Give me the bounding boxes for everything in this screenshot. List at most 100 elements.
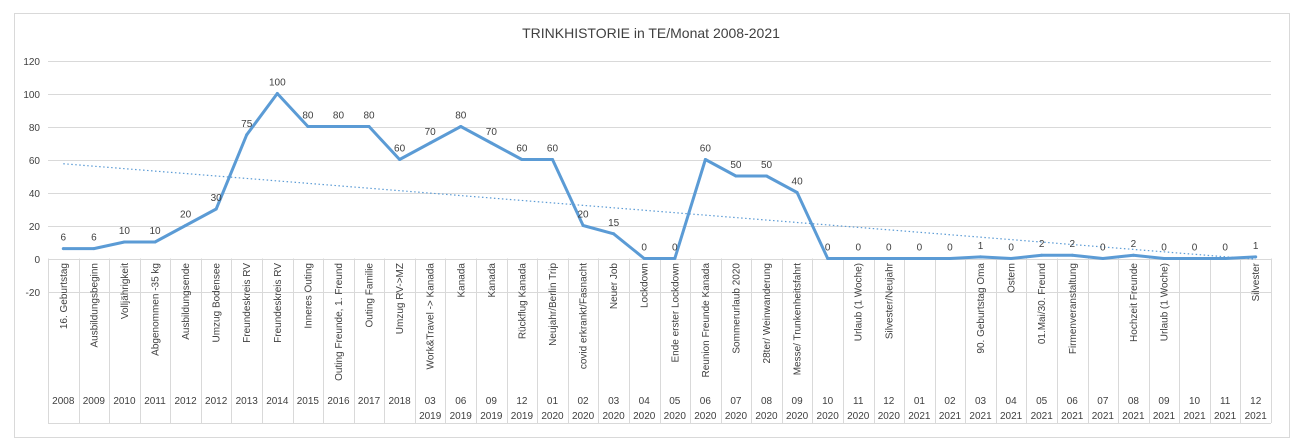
category-period: 12: [1250, 396, 1262, 407]
data-point: [1131, 253, 1135, 257]
category-period: 2016: [327, 396, 350, 407]
category-label: 01.Mai/30. Freund: [1037, 263, 1048, 344]
category-period: 06: [455, 396, 467, 407]
category-label: Messe/ Trunkenheitsfahrt: [793, 263, 804, 375]
category-label: Volljährigkeit: [120, 263, 131, 319]
category-period: 03: [608, 396, 620, 407]
category-period: 2019: [511, 411, 534, 422]
y-tick-label: 100: [23, 90, 40, 101]
category-period: 01: [547, 396, 559, 407]
category-label: 90. Geburtstag Oma: [976, 263, 987, 354]
category-period: 2020: [603, 411, 626, 422]
category-period: 2021: [1092, 411, 1115, 422]
data-label: 75: [241, 119, 253, 130]
data-point: [398, 158, 402, 161]
category-label: Ausbildungsbeginn: [89, 263, 100, 348]
category-period: 02: [944, 396, 956, 407]
category-label: Ausbildungsende: [181, 263, 192, 340]
trendline-path: [63, 163, 1256, 260]
data-point: [428, 141, 432, 145]
y-tick-label: -20: [26, 288, 41, 299]
data-point: [153, 240, 157, 244]
category-period: 2021: [1061, 411, 1084, 422]
category-period: 2021: [939, 411, 962, 422]
category-label: Umzug RV->MZ: [395, 263, 406, 334]
category-period: 02: [578, 396, 590, 407]
category-period: 11: [1220, 396, 1231, 407]
data-point: [1254, 255, 1258, 259]
data-point: [1070, 253, 1074, 257]
category-period: 09: [486, 396, 498, 407]
data-point: [1162, 257, 1166, 260]
category-period: 2020: [541, 411, 564, 422]
data-label: 15: [608, 218, 620, 229]
series-line: [61, 92, 1258, 260]
category-period: 2020: [725, 411, 748, 422]
data-point: [61, 247, 65, 251]
category-period: 2015: [297, 396, 320, 407]
data-point: [550, 158, 554, 161]
data-label: 100: [269, 78, 286, 89]
category-period: 03: [425, 396, 437, 407]
data-point: [1040, 253, 1044, 257]
data-label: 0: [672, 243, 678, 254]
data-label: 0: [1008, 243, 1014, 254]
data-point: [1009, 257, 1013, 260]
category-label: Abgenommen -35 kg: [151, 263, 162, 356]
category-period: 2021: [1183, 411, 1206, 422]
data-label: 6: [91, 233, 97, 244]
category-period: 2020: [664, 411, 687, 422]
y-axis: -20 0 20 40 60 80 100 120: [23, 57, 40, 299]
category-label: Kanada: [456, 263, 467, 298]
category-period: 2020: [572, 411, 595, 422]
data-label: 60: [700, 144, 712, 155]
data-point: [1101, 257, 1105, 260]
data-point: [184, 224, 188, 227]
data-label: 0: [1100, 243, 1106, 254]
data-label: 0: [1161, 243, 1167, 254]
category-period: 05: [1036, 396, 1048, 407]
category-period: 2011: [144, 396, 166, 407]
category-label: Outing Freunde, 1. Freund: [334, 263, 345, 381]
category-period: 10: [822, 396, 834, 407]
category-label: Freundeskreis RV: [242, 263, 253, 343]
data-point: [489, 141, 493, 145]
data-point: [520, 158, 524, 161]
category-period: 2008: [52, 396, 75, 407]
data-point: [765, 174, 769, 178]
category-period: 10: [1189, 396, 1201, 407]
category-label: Urlaub (1 Woche): [854, 263, 865, 341]
data-label: 0: [886, 243, 892, 254]
data-point: [826, 257, 830, 260]
data-point: [306, 125, 310, 128]
category-period: 2020: [878, 411, 901, 422]
data-point: [122, 240, 126, 244]
category-period: 07: [730, 396, 742, 407]
data-point: [795, 191, 799, 194]
data-point: [856, 257, 860, 260]
data-point: [214, 207, 218, 211]
category-label: Ostern: [1007, 263, 1018, 293]
y-tick-label: 40: [29, 189, 41, 200]
category-period: 09: [792, 396, 804, 407]
category-label: Outing Familie: [365, 263, 376, 328]
category-period: 08: [1128, 396, 1140, 407]
category-period: 09: [1158, 396, 1170, 407]
data-label: 2: [1069, 239, 1075, 250]
data-point: [1223, 257, 1227, 260]
data-point: [459, 125, 463, 128]
category-period: 2021: [1214, 411, 1237, 422]
data-point: [612, 232, 616, 236]
data-label: 20: [578, 210, 590, 221]
data-point: [887, 257, 891, 260]
data-label: 10: [149, 226, 161, 237]
category-label: Firmenveranstaltung: [1068, 263, 1079, 354]
data-label: 1: [978, 241, 984, 252]
y-tick-label: 80: [29, 123, 41, 134]
data-label: 0: [1192, 243, 1198, 254]
data-label: 80: [363, 111, 375, 122]
trendline: [63, 163, 1256, 260]
data-point: [979, 255, 983, 259]
